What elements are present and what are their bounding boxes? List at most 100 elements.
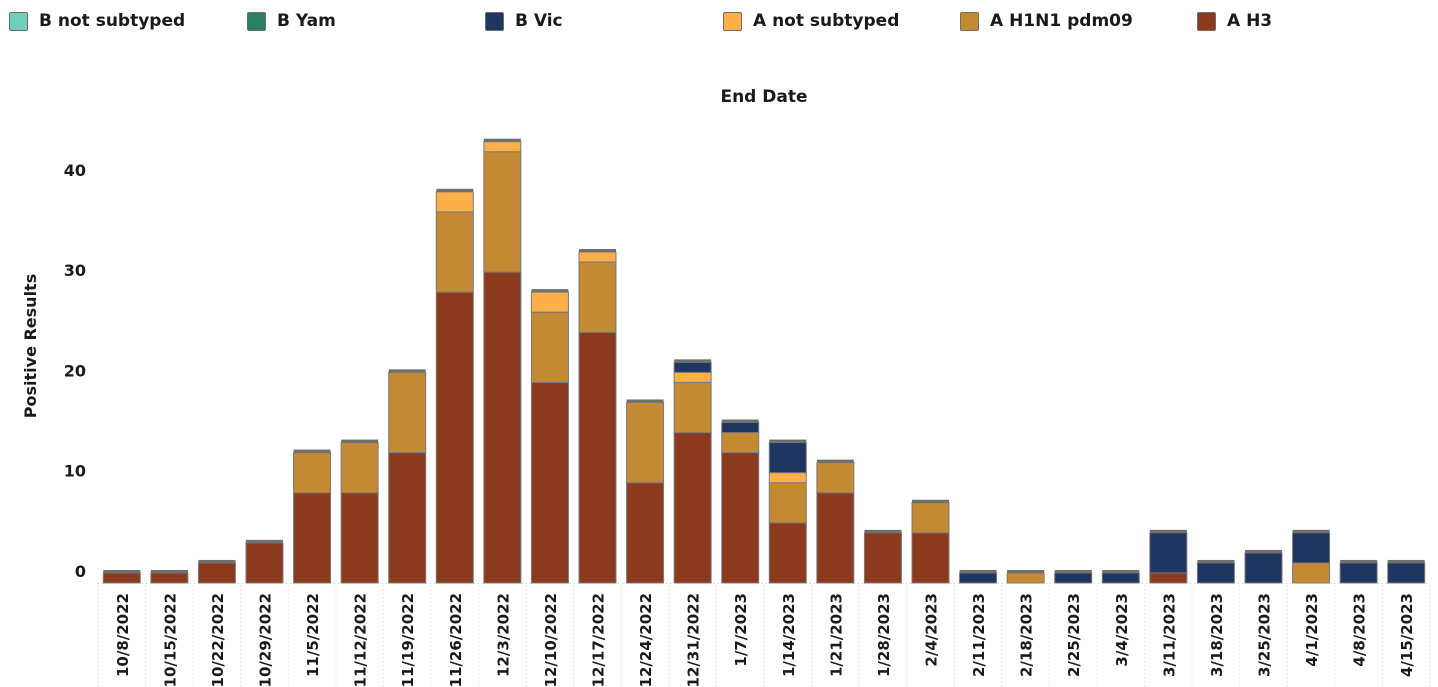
bar-segment-a-not-subtyped[interactable] xyxy=(483,141,522,153)
x-tick-label: 4/1/2023 xyxy=(1303,593,1321,667)
bar-segment-b-vic[interactable] xyxy=(1339,562,1378,584)
bar-segment-a-not-subtyped[interactable] xyxy=(673,371,712,383)
legend-label-b-vic: B Vic xyxy=(515,11,563,31)
x-tick-label: 12/17/2022 xyxy=(590,593,608,687)
bar-segment-a-h3[interactable] xyxy=(102,572,141,584)
bar-segment-a-h3[interactable] xyxy=(483,271,522,584)
bar-segment-a-h3[interactable] xyxy=(578,331,617,584)
bar-segment-a-h3[interactable] xyxy=(911,532,950,584)
legend-swatch-b-yam xyxy=(247,11,266,31)
bar-segment-a-h1n1-pdm09[interactable] xyxy=(768,482,807,524)
bar-segment-b-vic[interactable] xyxy=(1196,562,1235,584)
x-tick-label: 10/8/2022 xyxy=(114,593,132,677)
legend-item-a-not-subtyped[interactable]: A not subtyped xyxy=(723,10,899,32)
legend-swatch-a-h1n1 xyxy=(960,11,979,31)
bar-segment-a-h1n1-pdm09[interactable] xyxy=(626,401,665,484)
bar-top-cap xyxy=(436,188,474,192)
bar-segment-a-not-subtyped[interactable] xyxy=(578,251,617,263)
bar-segment-b-vic[interactable] xyxy=(721,422,760,434)
bar-segment-a-h3[interactable] xyxy=(340,492,379,584)
bar-segment-a-h3[interactable] xyxy=(197,562,236,584)
bar-segment-b-vic[interactable] xyxy=(1387,562,1426,584)
bar-segment-a-h1n1-pdm09[interactable] xyxy=(911,502,950,534)
bar-segment-a-h3[interactable] xyxy=(435,291,474,584)
bar-top-cap xyxy=(674,359,712,363)
bar-segment-a-h1n1-pdm09[interactable] xyxy=(816,462,855,494)
x-tick-label: 3/25/2023 xyxy=(1256,593,1274,677)
x-tick-label: 3/11/2023 xyxy=(1160,593,1178,677)
bar-segment-b-vic[interactable] xyxy=(1149,532,1188,574)
x-tick-label: 11/26/2022 xyxy=(447,593,465,687)
bar-segment-a-h3[interactable] xyxy=(673,432,712,584)
bar-top-cap xyxy=(626,399,664,403)
bar-top-cap xyxy=(1292,529,1330,533)
bar-top-cap xyxy=(1149,529,1187,533)
x-axis-ticks: 10/8/2022 10/15/2022 10/22/2022 10/29/2022 1… xyxy=(97,585,1431,687)
bar-segment-a-h3[interactable] xyxy=(863,532,902,584)
y-axis-title: Positive Results xyxy=(21,274,40,418)
bar-top-cap xyxy=(1387,559,1425,563)
bar-segment-a-h1n1-pdm09[interactable] xyxy=(673,381,712,434)
bar-segment-a-h3[interactable] xyxy=(293,492,332,584)
bar-top-cap xyxy=(721,419,759,423)
y-tick-label: 20 xyxy=(64,361,86,380)
bar-segment-a-h1n1-pdm09[interactable] xyxy=(721,432,760,454)
bar-top-cap xyxy=(531,289,569,293)
bar-top-cap xyxy=(1197,559,1235,563)
legend-label-a-not-subtyped: A not subtyped xyxy=(753,11,900,31)
bar-segment-a-h3[interactable] xyxy=(388,452,427,584)
bar-segment-a-not-subtyped[interactable] xyxy=(768,472,807,484)
bar-segment-a-not-subtyped[interactable] xyxy=(435,191,474,213)
bar-segment-a-h3[interactable] xyxy=(768,522,807,584)
bar-top-cap xyxy=(103,569,141,573)
x-tick-label: 2/4/2023 xyxy=(923,593,941,667)
bar-segment-a-h1n1-pdm09[interactable] xyxy=(578,261,617,333)
bar-segment-a-h3[interactable] xyxy=(816,492,855,584)
bar-segment-a-h3[interactable] xyxy=(150,572,189,584)
bar-segment-a-h1n1-pdm09[interactable] xyxy=(435,211,474,293)
y-tick-label: 40 xyxy=(64,161,86,180)
legend-item-b-not-subtyped[interactable]: B not subtyped xyxy=(9,10,185,32)
bar-top-cap xyxy=(198,559,236,563)
bar-top-cap xyxy=(246,539,283,543)
bar-segment-b-vic[interactable] xyxy=(1244,552,1283,584)
legend-item-a-h3[interactable]: A H3 xyxy=(1197,10,1272,32)
legend-swatch-a-not-subtyped xyxy=(723,11,742,31)
bar-segment-b-vic[interactable] xyxy=(1292,532,1331,564)
bars-group xyxy=(102,138,1426,584)
x-tick-label: 10/15/2022 xyxy=(161,593,179,687)
x-tick-label: 4/15/2023 xyxy=(1398,593,1416,677)
bar-segment-a-h3[interactable] xyxy=(626,482,665,584)
bar-segment-a-h1n1-pdm09[interactable] xyxy=(293,452,332,494)
bar-segment-a-h1n1-pdm09[interactable] xyxy=(483,151,522,273)
bar-segment-a-h3[interactable] xyxy=(245,542,284,584)
bar-top-cap xyxy=(150,569,188,573)
x-tick-label: 12/31/2022 xyxy=(685,593,703,687)
bar-segment-a-h1n1-pdm09[interactable] xyxy=(388,371,427,454)
x-tick-label: 1/21/2023 xyxy=(827,593,845,677)
bar-segment-a-h3[interactable] xyxy=(721,452,760,584)
bar-segment-a-h1n1-pdm09[interactable] xyxy=(530,311,569,383)
bar-top-cap xyxy=(769,439,807,443)
bar-segment-b-vic[interactable] xyxy=(959,572,998,584)
legend-item-b-yam[interactable]: B Yam xyxy=(247,10,336,32)
bar-segment-a-h1n1-pdm09[interactable] xyxy=(1292,562,1331,584)
bar-segment-a-h3[interactable] xyxy=(530,381,569,584)
bar-segment-b-vic[interactable] xyxy=(1054,572,1093,584)
chart-legend: B not subtyped B Yam B Vic A not subtype… xyxy=(0,0,1438,44)
bar-segment-a-not-subtyped[interactable] xyxy=(530,291,569,313)
bar-top-cap xyxy=(959,569,997,573)
bar-segment-a-h1n1-pdm09[interactable] xyxy=(340,442,379,494)
bar-segment-a-h1n1-pdm09[interactable] xyxy=(1006,572,1045,584)
legend-item-b-vic[interactable]: B Vic xyxy=(485,10,563,32)
x-tick-label: 11/19/2022 xyxy=(399,593,417,687)
bar-segment-b-vic[interactable] xyxy=(768,442,807,474)
x-tick-label: 1/14/2023 xyxy=(780,593,798,677)
legend-item-a-h1n1[interactable]: A H1N1 pdm09 xyxy=(960,10,1133,32)
y-axis-ticks: 0 10 20 30 40 xyxy=(64,161,86,581)
bar-segment-b-vic[interactable] xyxy=(1101,572,1140,584)
bar-top-cap xyxy=(816,459,854,463)
bar-segment-a-h3[interactable] xyxy=(1149,572,1188,584)
bar-segment-b-vic[interactable] xyxy=(673,361,712,373)
